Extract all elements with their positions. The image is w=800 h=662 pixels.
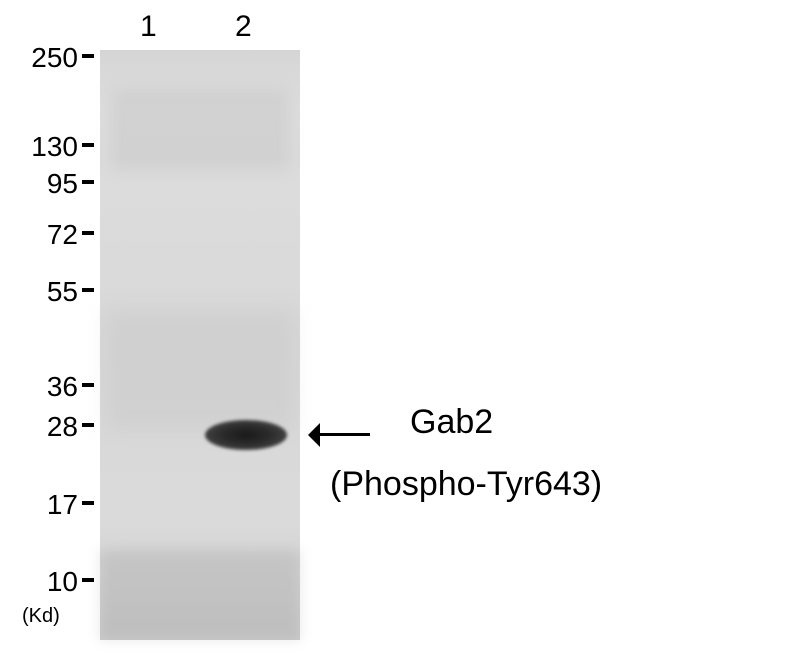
annotation-text: Gab2	[410, 403, 493, 442]
mw-tick	[82, 288, 94, 292]
mw-tick	[82, 143, 94, 147]
arrow-shaft	[320, 433, 370, 436]
mw-tick	[82, 231, 94, 235]
mw-tick	[82, 578, 94, 582]
mw-tick	[82, 180, 94, 184]
kd-unit-label: (Kd)	[22, 605, 60, 628]
mw-tick	[82, 383, 94, 387]
mw-label: 250	[31, 42, 78, 74]
mw-label: 55	[47, 276, 78, 308]
mw-tick	[82, 501, 94, 505]
mw-label: 17	[47, 489, 78, 521]
arrow-head	[308, 423, 320, 447]
lane-header: 1	[140, 10, 157, 44]
blot-noise-1	[110, 90, 290, 170]
mw-tick	[82, 54, 94, 58]
mw-label: 10	[47, 566, 78, 598]
blot-membrane	[100, 50, 300, 640]
blot-noise-2	[105, 310, 295, 430]
mw-label: 28	[47, 411, 78, 443]
lane-header: 2	[235, 10, 252, 44]
figure-container: 250 130 95 72 55 36 28 17 10 (Kd) 1 2 Gab2 (Phosph…	[0, 0, 800, 662]
mw-label: 36	[47, 371, 78, 403]
mw-label: 95	[47, 168, 78, 200]
protein-band	[205, 420, 287, 450]
annotation-text: (Phospho-Tyr643)	[330, 465, 602, 504]
mw-label: 130	[31, 131, 78, 163]
mw-tick	[82, 423, 94, 427]
blot-noise-3	[100, 550, 300, 640]
mw-label: 72	[47, 219, 78, 251]
